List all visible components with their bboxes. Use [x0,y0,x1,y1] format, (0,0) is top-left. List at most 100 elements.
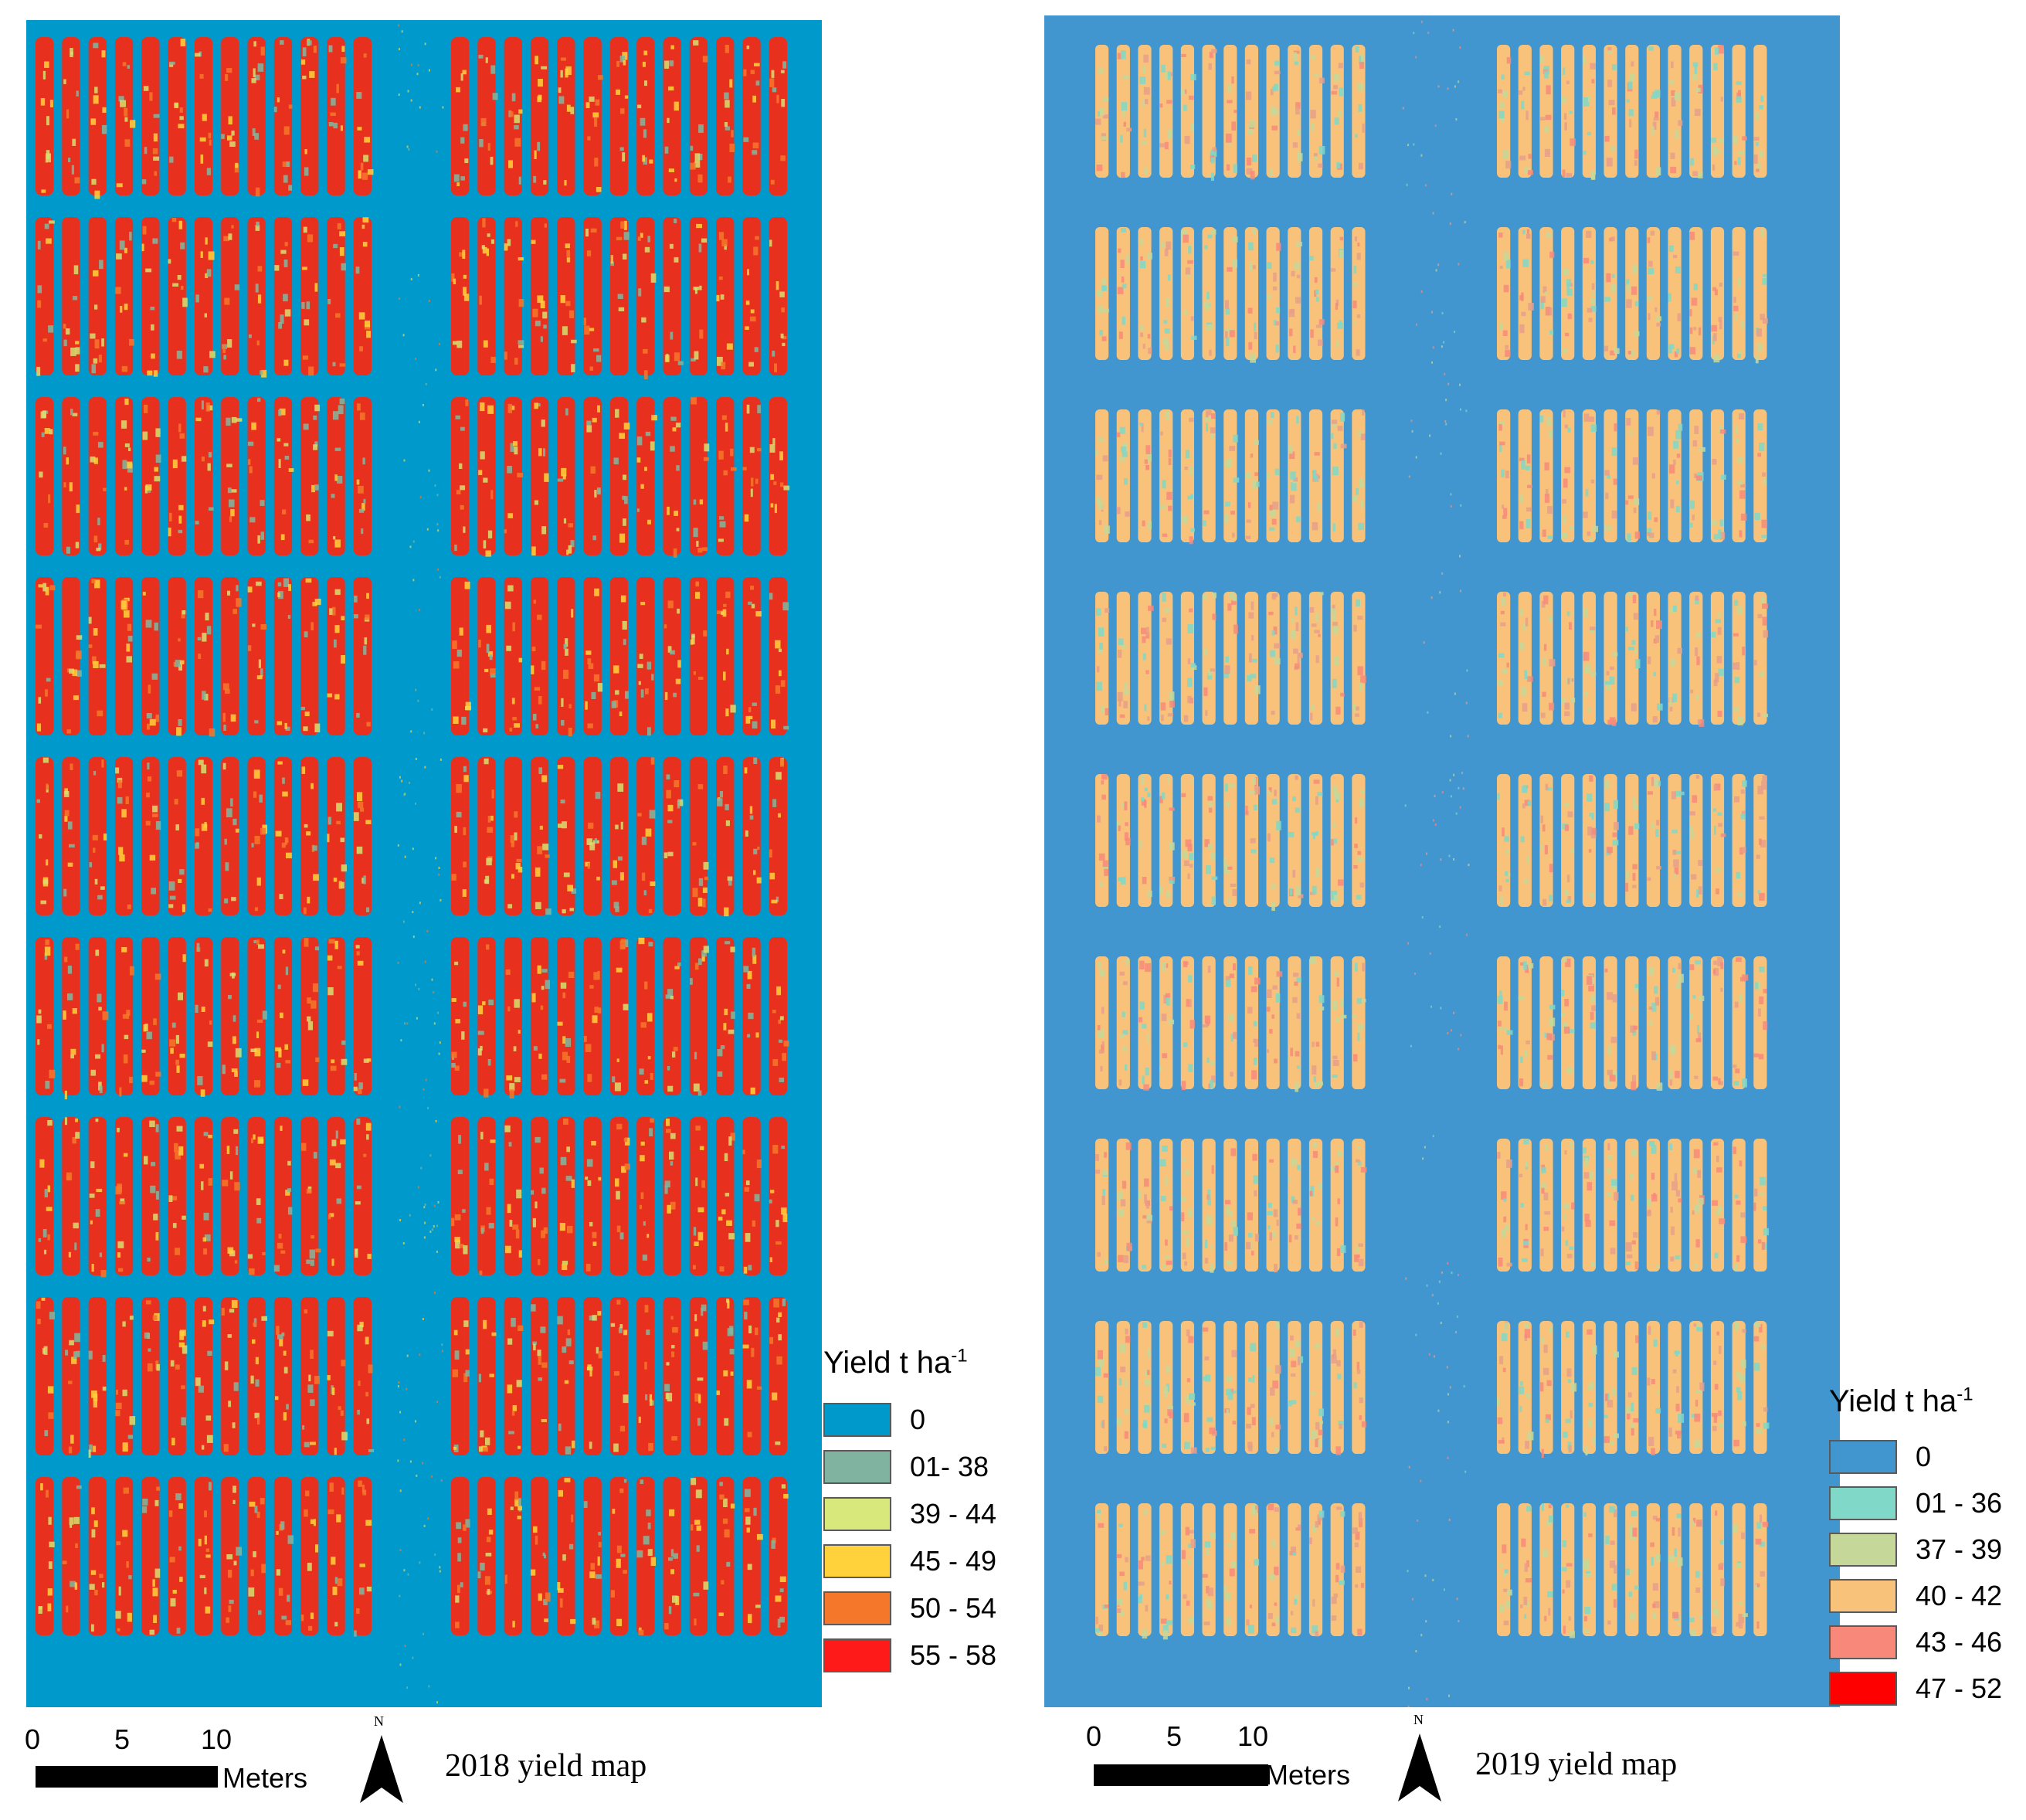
alley-speckle [432,1228,433,1231]
yield-speckle [670,446,675,452]
yield-speckle [557,1316,563,1325]
yield-speckle [1310,110,1316,119]
alley-speckle [399,1105,401,1109]
yield-speckle [1627,351,1631,355]
yield-speckle [1190,73,1196,80]
yield-speckle [1332,1001,1338,1010]
alley-speckle [1432,346,1434,349]
yield-speckle [1206,1417,1213,1422]
yield-speckle [174,1143,178,1153]
yield-speckle [1245,91,1252,100]
yield-speckle [1625,1261,1631,1265]
yield-speckle [1522,703,1528,712]
alley-speckle [399,1594,401,1598]
yield-speckle [1098,647,1103,654]
yield-speckle [1290,1335,1294,1341]
yield-speckle [247,459,251,465]
yield-speckle [561,720,565,726]
yield-speckle [769,1257,772,1262]
yield-speckle [1763,1422,1770,1429]
yield-speckle [146,713,152,719]
yield-speckle [279,408,286,416]
yield-speckle [341,655,345,664]
alley-speckle [1449,1386,1451,1389]
crop-strip [1308,1503,1323,1636]
yield-speckle [1604,968,1608,973]
yield-speckle [477,1005,484,1015]
yield-speckle [728,1233,735,1240]
yield-speckle [676,465,680,471]
yield-speckle [1333,85,1338,90]
crop-strip [716,577,735,735]
yield-speckle [1605,780,1610,789]
yield-speckle [1502,827,1505,837]
crop-strip [769,37,787,195]
yield-speckle [1318,1081,1323,1085]
yield-speckle [481,245,485,250]
yield-speckle [1763,630,1769,638]
yield-speckle [1742,780,1747,787]
yield-speckle [1633,1232,1638,1238]
yield-speckle [1757,614,1763,619]
yield-speckle [1591,816,1594,820]
yield-speckle [565,1446,572,1455]
yield-speckle [1291,1547,1297,1556]
yield-speckle [253,1323,257,1327]
yield-speckle [1314,475,1318,482]
yield-speckle [1167,713,1174,717]
yield-speckle [142,592,146,596]
yield-speckle [558,1489,563,1497]
yield-speckle [1715,1510,1718,1516]
yield-speckle [613,1443,619,1452]
yield-speckle [1761,519,1768,528]
yield-speckle [1096,681,1102,691]
yield-speckle [465,701,471,711]
yield-speckle [562,1264,568,1271]
yield-speckle [508,160,514,168]
yield-speckle [1208,801,1213,809]
yield-speckle [1116,820,1121,830]
yield-speckle [453,716,459,724]
yield-speckle [1583,413,1590,422]
yield-speckle [592,1241,597,1246]
yield-speckle [748,707,752,713]
yield-speckle [752,1220,756,1227]
yield-speckle [1333,895,1339,903]
yield-speckle [116,1389,119,1395]
yield-speckle [1760,1192,1765,1196]
alley-speckle [423,1524,426,1527]
yield-speckle [1269,504,1273,511]
yield-speckle [1210,157,1215,164]
yield-speckle [1148,521,1152,530]
yield-speckle [1526,454,1531,463]
yield-speckle [1588,1402,1593,1407]
yield-speckle [1648,1020,1652,1026]
yield-speckle [1189,466,1193,476]
yield-speckle [1653,671,1656,677]
yield-speckle [1733,297,1737,303]
yield-speckle [302,355,309,360]
yield-speckle [1161,64,1166,73]
yield-speckle [1190,665,1197,671]
yield-speckle [463,287,467,296]
alley-speckle [1460,1034,1462,1037]
yield-speckle [667,600,674,609]
yield-speckle [310,1350,314,1359]
crop-strip [1753,1503,1767,1636]
yield-speckle [752,947,756,957]
yield-speckle [1672,693,1678,702]
crop-strip [1497,1503,1511,1636]
yield-speckle [1141,423,1144,433]
yield-speckle [1718,1205,1721,1214]
yield-speckle [1315,831,1318,836]
yield-speckle [1254,1505,1259,1513]
yield-speckle [275,830,282,837]
yield-speckle [1122,1180,1127,1189]
yield-speckle [1611,447,1617,457]
yield-speckle [451,998,456,1002]
yield-speckle [486,248,490,256]
yield-speckle [1206,292,1210,300]
yield-speckle [1567,1379,1572,1384]
yield-speckle [504,243,508,251]
crop-strip [36,37,54,195]
